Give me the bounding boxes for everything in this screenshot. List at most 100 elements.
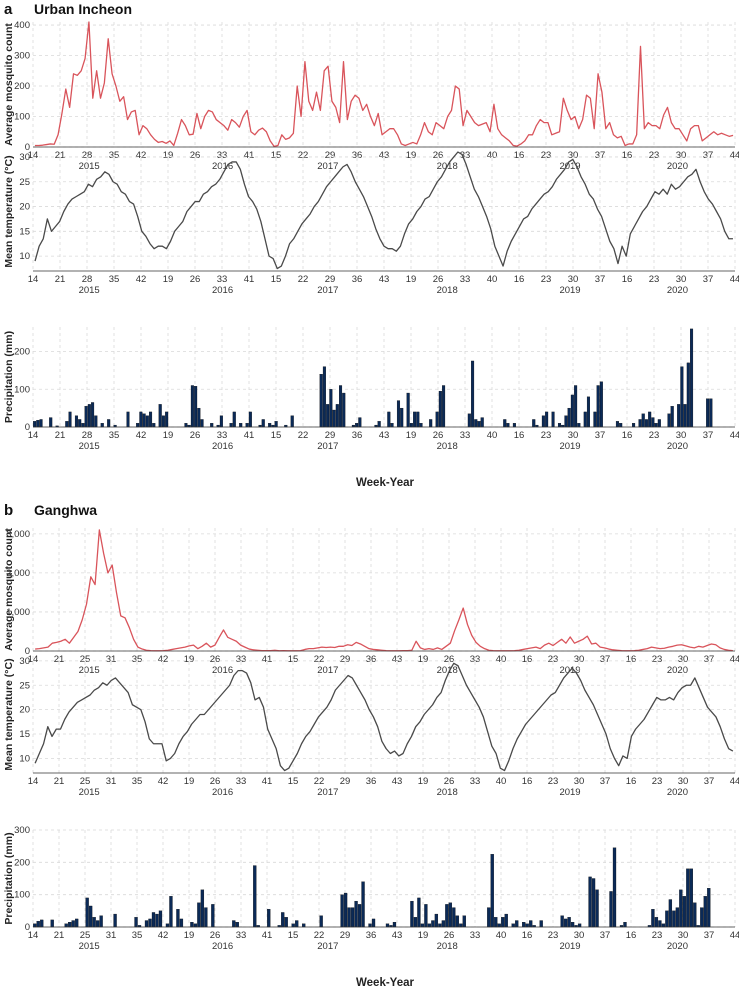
x-tick-label: 26: [190, 274, 201, 285]
panel-b-subplot-2: 10 15 20 25 30 Mean temperature (°C) 14 21 25 31 3…: [3, 656, 739, 798]
x-tick-label: 30: [676, 430, 687, 441]
year-label: 2020: [667, 285, 688, 296]
year-label: 2019: [559, 787, 580, 798]
x-tick-label: 15: [271, 150, 282, 161]
precipitation-bar: [248, 411, 252, 428]
x-tick-label: 19: [163, 274, 174, 285]
precipitation-bar: [94, 415, 98, 428]
x-tick-label: 30: [678, 776, 689, 787]
precipitation-bar: [33, 421, 37, 428]
precipitation-bar: [361, 881, 365, 928]
x-tick-label: 26: [433, 150, 444, 161]
x-tick-label: 25: [80, 776, 91, 787]
year-label: 2016: [212, 665, 233, 676]
precipitation-bar: [219, 415, 223, 428]
x-tick-label: 22: [314, 776, 325, 787]
precipitation-bar: [200, 419, 204, 428]
x-tick-label: 16: [522, 930, 533, 941]
precipitation-bar: [583, 411, 587, 428]
y-tick-label: 10: [19, 251, 30, 262]
precipitation-bar: [462, 915, 466, 928]
precipitation-bar: [302, 923, 306, 928]
precipitation-bar: [435, 411, 439, 428]
precipitation-bar: [161, 415, 165, 428]
precipitation-bar: [343, 892, 348, 928]
year-label: 2015: [79, 665, 100, 676]
year-label: 2017: [317, 285, 338, 296]
precipitation-bar: [409, 423, 413, 428]
x-tick-label: 28: [82, 274, 93, 285]
y-tick-label: 200: [14, 347, 30, 358]
y-axis-label: Average mosquito count: [3, 528, 15, 651]
precipitation-bar: [557, 423, 562, 428]
x-tick-label: 41: [244, 150, 255, 161]
x-tick-label: 40: [496, 776, 507, 787]
x-tick-label: 21: [55, 274, 66, 285]
precipitation-bar: [347, 907, 351, 928]
x-tick-label: 23: [548, 930, 559, 941]
x-tick-label: 30: [678, 654, 689, 665]
precipitation-bar: [139, 411, 143, 428]
precipitation-bar: [679, 889, 683, 928]
x-tick-label: 35: [109, 274, 120, 285]
precipitation-bar: [413, 917, 418, 928]
precipitation-bar: [155, 913, 159, 928]
mosquito-count-line: [34, 21, 734, 148]
x-tick-label: 30: [574, 654, 585, 665]
year-label: 2017: [317, 161, 338, 172]
x-tick-label: 43: [379, 274, 390, 285]
y-axis-label: Mean temperature (°C): [3, 155, 15, 267]
precipitation-bar: [329, 389, 333, 428]
precipitation-bar: [657, 419, 661, 428]
precipitation-bar: [654, 423, 658, 428]
x-tick-label: 36: [366, 930, 377, 941]
x-tick-label: 19: [406, 150, 417, 161]
precipitation-bar: [474, 419, 478, 428]
precipitation-bar: [385, 923, 390, 928]
precipitation-bar: [281, 912, 285, 928]
year-label: 2015: [79, 941, 100, 952]
x-tick-label: 31: [106, 776, 117, 787]
x-tick-label: 19: [163, 150, 174, 161]
y-tick-label: 0: [25, 142, 30, 153]
precipitation-bar: [429, 419, 433, 428]
precipitation-bar: [438, 923, 442, 928]
precipitation-bar: [427, 923, 432, 928]
precipitation-bar: [152, 423, 156, 428]
x-tick-label: 29: [325, 274, 336, 285]
year-label: 2020: [667, 787, 688, 798]
y-tick-label: 300: [14, 825, 30, 836]
precipitation-bar: [165, 411, 169, 428]
y-tick-label: 100: [14, 890, 30, 901]
year-label: 2015: [79, 161, 100, 172]
precipitation-bar: [377, 421, 381, 428]
precipitation-bar: [113, 913, 117, 928]
y-tick-label: 25: [19, 177, 30, 188]
precipitation-bar: [654, 917, 659, 928]
year-label: 2019: [559, 941, 580, 952]
year-label: 2017: [317, 787, 338, 798]
precipitation-bar: [641, 413, 645, 428]
y-axis-label: Precipitation (mm): [3, 331, 15, 423]
precipitation-bar: [522, 922, 526, 928]
precipitation-bar: [342, 392, 346, 428]
precipitation-bar: [690, 328, 694, 428]
precipitation-bar: [438, 390, 442, 428]
x-tick-label: 25: [80, 930, 91, 941]
precipitation-bar: [50, 919, 54, 928]
x-tick-label: 30: [678, 930, 689, 941]
precipitation-bar: [477, 421, 481, 428]
precipitation-bar: [441, 920, 446, 928]
y-tick-label: 30: [19, 656, 30, 667]
precipitation-bar: [176, 909, 180, 928]
x-tick-label: 30: [676, 150, 687, 161]
y-tick-label: 2,000: [6, 568, 30, 579]
precipitation-bar: [700, 907, 704, 928]
panel-a-letter: a: [4, 1, 13, 18]
precipitation-bar: [179, 918, 184, 928]
year-label: 2019: [559, 285, 580, 296]
x-tick-label: 30: [676, 274, 687, 285]
precipitation-bar: [588, 876, 592, 928]
